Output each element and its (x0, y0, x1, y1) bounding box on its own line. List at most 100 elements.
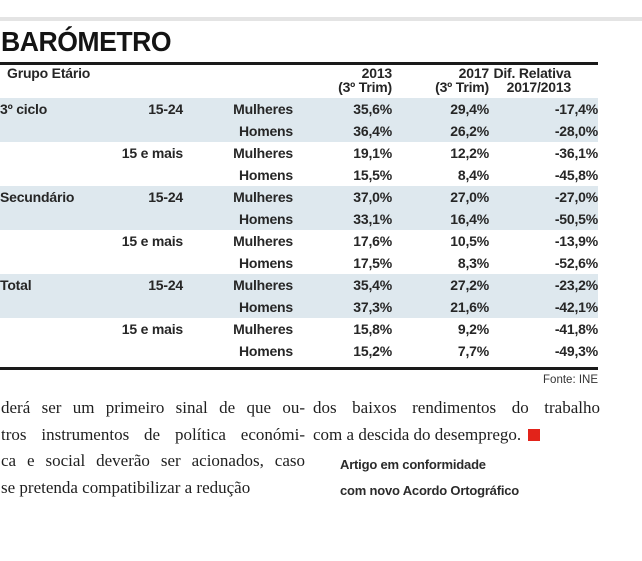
note-line: com novo Acordo Ortográfico (340, 483, 520, 498)
title-underline-rule (0, 62, 598, 65)
cell-dif: -42,1% (554, 299, 598, 315)
cell-group (0, 120, 110, 142)
cell-2017: 8,3% (457, 255, 489, 271)
cell-2013: 19,1% (353, 145, 392, 161)
table-row: 15 e mais Mulheres 19,1% 12,2% -36,1% (0, 142, 598, 164)
col-header-2013: 2013 (3º Trim) (293, 66, 392, 98)
article-line: tros instrumentos de política económi- (1, 424, 305, 444)
table-row: Secundário 15-24 Mulheres 37,0% 27,0% -2… (0, 186, 598, 208)
cell-dif: -23,2% (554, 277, 598, 293)
cell-2013: 36,4% (353, 123, 392, 139)
cell-age (110, 208, 183, 230)
cell-dif: -36,1% (554, 145, 598, 161)
cell-dif: -17,4% (554, 101, 598, 117)
cell-2017: 8,4% (457, 167, 489, 183)
cell-2017: 12,2% (450, 145, 489, 161)
cell-group (0, 318, 110, 340)
col-header-group: Grupo Etário (7, 65, 91, 81)
cell-dif: -13,9% (554, 233, 598, 249)
cell-2013: 15,2% (353, 343, 392, 359)
cell-group (0, 296, 110, 318)
table-header-row: Grupo Etário 2013 (3º Trim) 2017 (3º Tri… (0, 66, 598, 98)
cell-2017: 27,0% (450, 189, 489, 205)
cell-group (0, 208, 110, 230)
cell-gender: Homens (238, 211, 293, 227)
cell-gender: Mulheres (233, 321, 293, 337)
cell-2013: 17,5% (353, 255, 392, 271)
cell-group: Total (0, 277, 32, 293)
table-row: 15 e mais Mulheres 17,6% 10,5% -13,9% (0, 230, 598, 252)
cell-2017: 27,2% (450, 277, 489, 293)
col-header-dif-label: Dif. Relativa (493, 65, 571, 81)
col-header-2013-quarter: (3º Trim) (338, 79, 392, 95)
table-row: Homens 33,1% 16,4% -50,5% (0, 208, 598, 230)
cell-2017: 10,5% (450, 233, 489, 249)
cell-group: 3º ciclo (0, 101, 48, 117)
cell-group (0, 252, 110, 274)
cell-age: 15-24 (148, 189, 183, 205)
section-title: BARÓMETRO (1, 26, 172, 57)
article-line-text: com a descida do desemprego. (313, 424, 522, 444)
cell-2013: 35,6% (353, 101, 392, 117)
article-line: com a descida do desemprego. (313, 422, 600, 449)
col-header-dif-years: 2017/2013 (506, 79, 572, 95)
cell-gender: Mulheres (233, 145, 293, 161)
cell-gender: Mulheres (233, 277, 293, 293)
cell-gender: Homens (238, 255, 293, 271)
table-row: Homens 17,5% 8,3% -52,6% (0, 252, 598, 274)
cell-age: 15-24 (148, 277, 183, 293)
cell-2013: 17,6% (353, 233, 392, 249)
article-line: se pretenda compatibilizar a redução (1, 477, 251, 497)
cell-age (110, 296, 183, 318)
article-column-left: derá ser um primeiro sinal de que ou- tr… (1, 395, 305, 501)
cell-gender: Homens (238, 123, 293, 139)
article-line: dos baixos rendimentos do trabalho (313, 398, 600, 417)
cell-gender: Mulheres (233, 101, 293, 117)
cell-group: Secundário (0, 189, 75, 205)
page-separator-rule (0, 17, 642, 21)
table-row: Homens 37,3% 21,6% -42,1% (0, 296, 598, 318)
cell-gender: Homens (238, 343, 293, 359)
cell-2013: 15,5% (353, 167, 392, 183)
cell-2013: 37,3% (353, 299, 392, 315)
col-header-2017-year: 2017 (458, 65, 490, 81)
cell-gender: Homens (238, 299, 293, 315)
cell-gender: Mulheres (233, 189, 293, 205)
cell-group (0, 164, 110, 186)
cell-2013: 33,1% (353, 211, 392, 227)
article-column-right: dos baixos rendimentos do trabalho com a… (313, 395, 600, 504)
cell-dif: -45,8% (554, 167, 598, 183)
cell-2017: 9,2% (457, 321, 489, 337)
table-row: Homens 15,2% 7,7% -49,3% (0, 340, 598, 362)
cell-dif: -27,0% (554, 189, 598, 205)
col-header-gender (183, 66, 293, 98)
table-bottom-rule (0, 367, 598, 370)
cell-age: 15-24 (148, 101, 183, 117)
article-line: derá ser um primeiro sinal de que ou- (1, 398, 305, 417)
cell-dif: -52,6% (554, 255, 598, 271)
table-row: Homens 15,5% 8,4% -45,8% (0, 164, 598, 186)
cell-gender: Mulheres (233, 233, 293, 249)
orthography-note: Artigo em conformidade com novo Acordo O… (340, 452, 600, 504)
cell-dif: -41,8% (554, 321, 598, 337)
cell-2013: 15,8% (353, 321, 392, 337)
table-row: 3º ciclo 15-24 Mulheres 35,6% 29,4% -17,… (0, 98, 598, 120)
cell-dif: -49,3% (554, 343, 598, 359)
col-header-dif: Dif. Relativa 2017/2013 (489, 66, 598, 98)
source-credit: Fonte: INE (543, 374, 598, 386)
cell-age (110, 164, 183, 186)
cell-group (0, 340, 110, 362)
cell-group (0, 142, 110, 164)
barometer-table: Grupo Etário 2013 (3º Trim) 2017 (3º Tri… (0, 66, 598, 362)
col-header-2017-quarter: (3º Trim) (435, 79, 489, 95)
table-row: 15 e mais Mulheres 15,8% 9,2% -41,8% (0, 318, 598, 340)
cell-2017: 7,7% (457, 343, 489, 359)
cell-group (0, 230, 110, 252)
cell-age (110, 252, 183, 274)
cell-2017: 16,4% (450, 211, 489, 227)
cell-age: 15 e mais (121, 233, 183, 249)
cell-dif: -28,0% (554, 123, 598, 139)
end-of-article-square-icon (528, 428, 541, 441)
note-line: Artigo em conformidade (340, 457, 486, 472)
